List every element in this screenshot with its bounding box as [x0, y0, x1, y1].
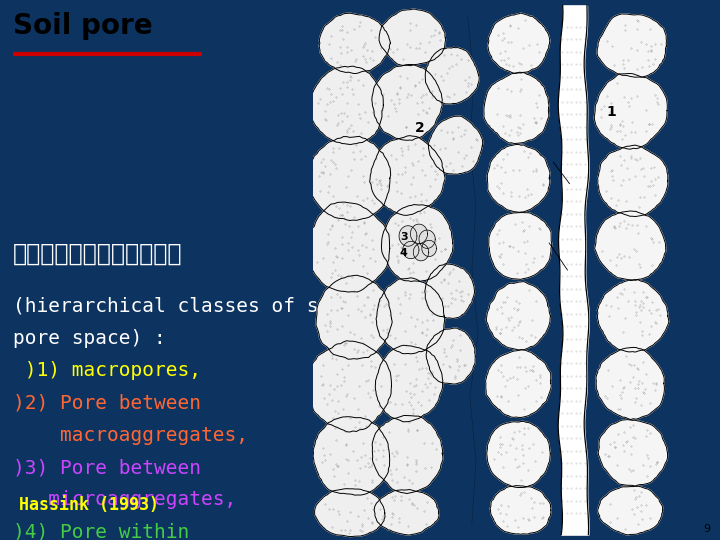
Text: 2: 2	[415, 122, 425, 136]
Polygon shape	[598, 487, 662, 535]
Polygon shape	[379, 9, 446, 66]
Polygon shape	[307, 202, 390, 292]
Polygon shape	[598, 280, 669, 352]
Polygon shape	[489, 213, 552, 279]
Polygon shape	[399, 226, 417, 246]
Polygon shape	[413, 244, 428, 261]
Polygon shape	[316, 275, 392, 359]
Polygon shape	[597, 14, 667, 77]
Polygon shape	[426, 328, 475, 384]
Polygon shape	[484, 72, 549, 144]
Polygon shape	[428, 116, 482, 174]
Polygon shape	[594, 73, 667, 149]
Polygon shape	[419, 230, 435, 248]
Polygon shape	[375, 345, 443, 422]
Polygon shape	[487, 421, 550, 488]
Text: 3: 3	[400, 232, 408, 242]
Text: 4: 4	[400, 248, 408, 259]
Polygon shape	[315, 489, 385, 537]
Polygon shape	[369, 136, 445, 215]
Text: )2) Pore between: )2) Pore between	[12, 394, 201, 413]
Text: )3) Pore between: )3) Pore between	[12, 458, 201, 477]
Text: (hierarchical classes of soil: (hierarchical classes of soil	[12, 297, 354, 316]
Polygon shape	[313, 417, 390, 495]
Polygon shape	[372, 415, 443, 494]
Polygon shape	[485, 349, 552, 417]
Text: )1) macropores,: )1) macropores,	[12, 361, 201, 380]
Polygon shape	[596, 347, 665, 420]
Polygon shape	[422, 240, 436, 256]
Text: )4) Pore within: )4) Pore within	[12, 523, 189, 540]
Polygon shape	[598, 145, 668, 217]
Text: 1: 1	[606, 105, 616, 119]
Polygon shape	[372, 64, 442, 140]
Text: macroaggregates,: macroaggregates,	[12, 426, 248, 445]
Polygon shape	[310, 66, 383, 145]
Polygon shape	[487, 144, 550, 212]
Polygon shape	[487, 13, 550, 73]
Polygon shape	[319, 14, 390, 73]
Polygon shape	[490, 485, 551, 534]
Polygon shape	[410, 224, 428, 244]
Polygon shape	[308, 136, 391, 220]
Text: ลำดบชนของรดน: ลำดบชนของรดน	[12, 241, 182, 265]
Text: pore space) :: pore space) :	[12, 329, 166, 348]
Polygon shape	[486, 281, 551, 350]
Polygon shape	[426, 48, 480, 104]
Text: Soil pore: Soil pore	[13, 12, 153, 40]
Text: microaggregates,: microaggregates,	[12, 490, 235, 509]
Text: 9: 9	[703, 524, 711, 534]
Polygon shape	[374, 490, 439, 535]
Polygon shape	[595, 211, 666, 281]
Polygon shape	[402, 241, 419, 259]
Polygon shape	[425, 264, 474, 319]
Text: Hassink (1993): Hassink (1993)	[19, 496, 159, 514]
Polygon shape	[376, 278, 445, 354]
Polygon shape	[310, 341, 392, 432]
Polygon shape	[382, 205, 453, 281]
Polygon shape	[598, 420, 667, 486]
